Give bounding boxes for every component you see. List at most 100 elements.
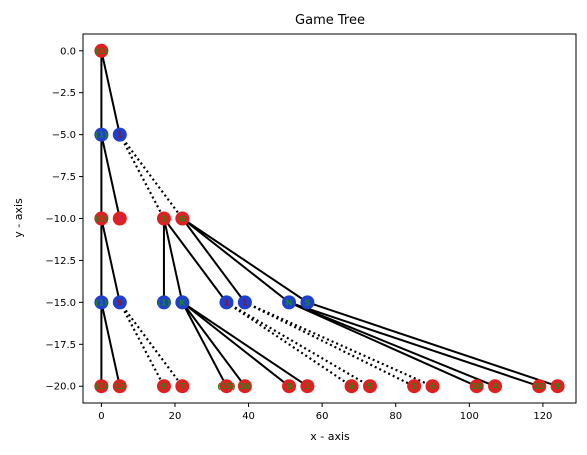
node-marker [156, 295, 171, 310]
node-marker [237, 379, 252, 394]
node-label: (1) [95, 298, 108, 307]
node-label: 9 [555, 382, 561, 391]
node-label: 1 [242, 298, 248, 307]
chart-title: Game Tree [295, 13, 365, 28]
node-label: G [179, 215, 186, 224]
x-tick-label: 60 [316, 411, 329, 422]
node-marker [282, 295, 297, 310]
y-tick-label: −20.0 [45, 382, 76, 393]
node-label: 8 [286, 382, 292, 391]
tree-edge-n11-n23 [225, 301, 353, 388]
node-marker [282, 379, 297, 394]
tree-edge-n0-n2 [100, 50, 121, 135]
node-marker [175, 295, 190, 310]
node-label: 10 [471, 382, 483, 391]
node-marker [362, 379, 377, 394]
tree-edge-n12-n26 [244, 301, 433, 388]
node-label: 4 [492, 382, 498, 391]
x-tick-label: 40 [242, 411, 255, 422]
x-tick-label: 120 [533, 411, 552, 422]
tree-node-n18: 7 [175, 379, 190, 394]
nodes-layer: (1)(1) 1(1) 1 1 G(1) 9 (1) K 1 1 N 5(1) 12 9 7 (15) 16 8 1… [94, 43, 565, 394]
tree-edge-n6-n14 [181, 217, 308, 304]
tree-node-n5: 1 [156, 211, 171, 226]
node-label: (1) [95, 215, 108, 224]
node-marker [425, 379, 440, 394]
node-label: (1) [95, 131, 108, 140]
node-label: 5 [305, 298, 311, 307]
tree-node-n25: 1 [407, 379, 422, 394]
tree-edge-n13-n29 [288, 301, 540, 388]
x-tick-label: 100 [460, 411, 479, 422]
node-marker [219, 295, 234, 310]
node-marker [237, 295, 252, 310]
y-tick-label: −17.5 [45, 340, 76, 351]
tree-edge-n2-n6 [118, 133, 184, 220]
y-tick-label: −5.0 [52, 130, 76, 141]
node-label: 13 [534, 382, 545, 391]
tree-edge-n10-n22 [181, 301, 308, 388]
tree-edge-n3-n8 [100, 218, 121, 303]
node-marker [112, 379, 127, 394]
node-label: 1 [161, 215, 167, 224]
tree-node-n7: (1) [94, 295, 109, 310]
node-label: 1 [117, 131, 123, 140]
x-tick-label: 80 [389, 411, 402, 422]
node-marker [344, 379, 359, 394]
node-marker [550, 379, 565, 394]
node-marker [300, 379, 315, 394]
tree-node-n21: 8 [282, 379, 297, 394]
node-marker [488, 379, 503, 394]
node-label: (1) [95, 382, 108, 391]
x-tick-label: 20 [169, 411, 182, 422]
tree-edge-n8-n18 [118, 301, 184, 387]
tree-node-n23: 6 [344, 379, 359, 394]
tree-edge-n14-n30 [307, 301, 558, 388]
tree-edge-n2-n5 [118, 134, 165, 220]
node-marker [156, 211, 171, 226]
tree-edge-n8-n17 [118, 301, 165, 387]
tree-edge-n5-n10 [162, 218, 184, 303]
tree-node-n4: 1 [112, 211, 127, 226]
y-tick-label: −7.5 [52, 172, 76, 183]
tree-node-n11: 1 [219, 295, 234, 310]
tree-node-n29: 13 [532, 379, 547, 394]
y-tick-label: −12.5 [45, 256, 76, 267]
node-label: 9 [161, 382, 167, 391]
tree-edge-n12-n25 [244, 301, 415, 388]
tree-node-n0: (1) [94, 43, 109, 58]
tree-edge-n10-n19 [181, 301, 228, 387]
node-label: 6 [430, 382, 436, 391]
node-label: 12 [114, 382, 125, 391]
tree-edge-n13-n28 [288, 301, 496, 388]
node-marker [407, 379, 422, 394]
node-marker [532, 379, 547, 394]
node-marker [219, 379, 234, 394]
tree-node-n15: (1) [94, 379, 109, 394]
tree-node-n9: (1) [156, 295, 171, 310]
x-axis: 0 20 40 60 80 100 120 [98, 403, 552, 422]
y-axis: 0.0 −2.5 −5.0 −7.5 −10.0 −12.5 −15.0 −17.5 −20.0 [45, 46, 83, 393]
node-label: 16 [239, 382, 251, 391]
tree-node-n28: 4 [488, 379, 503, 394]
tree-node-n13: N [282, 295, 297, 310]
tree-node-n2: 1 [112, 127, 127, 142]
node-marker [94, 211, 109, 226]
tree-node-n6: G [175, 211, 190, 226]
y-tick-label: −15.0 [45, 298, 76, 309]
tree-node-n17: 9 [156, 379, 171, 394]
tree-node-n1: (1) [94, 127, 109, 142]
node-label: 1 [305, 382, 311, 391]
node-marker [94, 43, 109, 58]
node-label: (1) [95, 47, 108, 56]
tree-node-n16: 12 [112, 379, 127, 394]
node-marker [94, 127, 109, 142]
tree-node-n26: 6 [425, 379, 440, 394]
node-label: K [179, 298, 186, 307]
y-tick-label: −10.0 [45, 214, 76, 225]
tree-edge-n5-n11 [163, 217, 228, 303]
x-tick-label: 0 [98, 411, 104, 422]
node-marker [469, 379, 484, 394]
node-marker [112, 211, 127, 226]
